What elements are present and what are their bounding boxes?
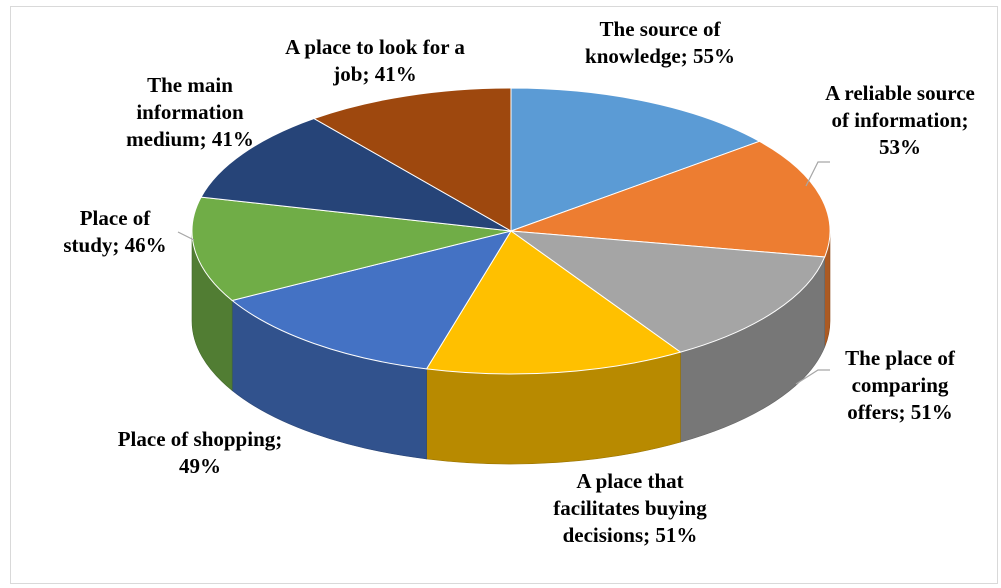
leader-line <box>805 161 830 187</box>
tops <box>191 87 831 375</box>
slice <box>510 87 761 232</box>
slice <box>200 117 512 232</box>
data-label: Place of study; 46% <box>63 206 167 257</box>
chart-frame <box>10 6 998 584</box>
data-label: A reliable source of information; 53% <box>825 81 975 159</box>
slice <box>510 140 831 258</box>
slice <box>231 230 513 370</box>
data-label: The place of comparing offers; 51% <box>845 346 955 424</box>
slice <box>312 87 512 232</box>
slice <box>191 196 512 302</box>
data-label: Place of shopping; 49% <box>117 427 283 478</box>
leader-line <box>795 369 830 385</box>
slice <box>509 230 826 353</box>
data-label: A place that facilitates buying decision… <box>553 469 707 547</box>
data-label: The main information medium; 41% <box>126 73 254 151</box>
slice <box>425 230 682 375</box>
data-label: A place to look for a job; 41% <box>285 35 465 86</box>
data-label: The source of knowledge; 55% <box>585 17 735 68</box>
leader-line <box>177 231 195 241</box>
